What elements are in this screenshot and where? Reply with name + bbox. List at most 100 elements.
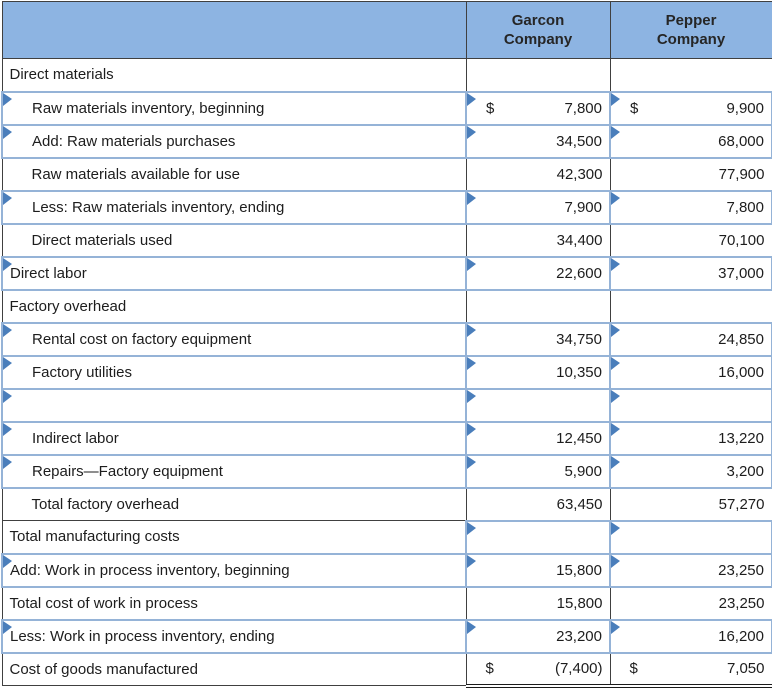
dropdown-marker-icon [468,258,476,271]
garcon-value-cell[interactable]: 34,500 [465,123,611,159]
pepper-value-cell [609,289,772,323]
cell-value: 9,900 [726,99,764,117]
pepper-value-cell[interactable]: 13,220 [609,420,772,456]
currency-symbol: $ [485,660,494,677]
garcon-value-cell[interactable] [465,387,611,423]
row-label: Total cost of work in process [9,594,198,612]
pepper-value-cell[interactable]: 37,000 [609,255,772,291]
dropdown-marker-icon [4,456,12,469]
garcon-column-header: Garcon Company [465,1,611,59]
pepper-value-cell: 57,270 [609,487,772,521]
row-label: Total manufacturing costs [9,528,180,546]
row-label: Factory overhead [9,297,127,315]
cell-value: 77,900 [718,165,765,183]
pepper-value-cell[interactable]: 16,000 [609,354,772,390]
dropdown-marker-icon [4,621,12,634]
table-row: Indirect labor 12,450 13,220 [1,420,772,456]
pepper-value-cell[interactable]: 23,250 [609,552,772,588]
table-row: Total cost of work in process 15,800 23,… [1,586,772,620]
pepper-value-cell[interactable]: 24,850 [609,321,772,357]
pepper-column-header-label: Pepper Company [656,11,726,49]
dropdown-marker-icon [468,621,476,634]
garcon-value-cell[interactable]: 10,350 [465,354,611,390]
row-label-cell[interactable]: Add: Work in process inventory, beginnin… [1,552,467,588]
dropdown-marker-icon [468,456,476,469]
dropdown-marker-icon [612,423,620,436]
cell-value: 57,270 [718,495,765,513]
pepper-value-cell[interactable]: 16,200 [609,618,772,654]
table-row: Direct labor 22,600 37,000 [1,255,772,291]
row-label-cell[interactable]: Less: Raw materials inventory, ending [1,189,467,225]
dropdown-marker-icon [4,258,12,271]
dropdown-marker-icon [612,258,620,271]
pepper-value-cell: 77,900 [609,157,772,191]
pepper-value-cell[interactable]: 3,200 [609,453,772,489]
cell-value: 16,200 [718,627,764,645]
garcon-value-cell: 15,800 [465,586,611,620]
table-row: Total factory overhead 63,450 57,270 [1,487,772,521]
dropdown-marker-icon [468,423,476,436]
pepper-value-cell[interactable]: 7,800 [609,189,772,225]
cell-value: 34,500 [556,132,602,150]
pepper-value-cell[interactable] [609,519,772,555]
pepper-value-cell[interactable]: $9,900 [609,90,772,126]
garcon-value-cell[interactable]: 12,450 [465,420,611,456]
garcon-value-cell [465,58,611,92]
row-label-cell[interactable]: Indirect labor [1,420,467,456]
row-label-cell[interactable] [1,387,467,423]
garcon-value-cell[interactable]: 5,900 [465,453,611,489]
cell-value: 7,800 [564,99,602,117]
row-label-cell: Total cost of work in process [1,586,467,620]
row-label-cell: Cost of goods manufactured [1,652,467,686]
garcon-value-cell: $ (7,400) [465,652,611,688]
row-label-cell[interactable]: Direct labor [1,255,467,291]
currency-symbol: $ [630,99,639,117]
dropdown-marker-icon [468,324,476,337]
cell-value: (7,400) [554,660,603,677]
cell-value: 70,100 [718,231,765,249]
row-label-cell[interactable]: Less: Work in process inventory, ending [1,618,467,654]
garcon-value-cell[interactable]: 7,900 [465,189,611,225]
garcon-value-cell[interactable]: 15,800 [465,552,611,588]
row-label: Raw materials available for use [31,165,240,183]
row-label-cell: Direct materials [1,58,467,92]
row-label: Factory utilities [32,363,133,381]
row-label: Rental cost on factory equipment [32,330,252,348]
row-label-cell: Factory overhead [1,289,467,323]
garcon-value-cell[interactable]: 23,200 [465,618,611,654]
row-label-cell[interactable]: Rental cost on factory equipment [1,321,467,357]
cell-value: 16,000 [718,363,764,381]
pepper-value-cell[interactable] [609,387,772,423]
pepper-value-cell: $7,050 [609,652,772,688]
row-label: Add: Raw materials purchases [32,132,236,150]
dropdown-marker-icon [4,423,12,436]
garcon-value-cell[interactable]: $7,800 [465,90,611,126]
garcon-value-cell[interactable]: 22,600 [465,255,611,291]
cell-value: 34,400 [556,231,603,249]
cell-value: 12,450 [556,429,602,447]
corner-header-cell [1,1,467,59]
dropdown-marker-icon [612,621,620,634]
garcon-value-cell[interactable] [465,519,611,555]
garcon-column-header-label: Garcon Company [503,11,573,49]
currency-symbol: $ [486,99,495,117]
garcon-value-cell[interactable]: 34,750 [465,321,611,357]
cell-value: 15,800 [556,594,603,612]
pepper-value-cell[interactable]: 68,000 [609,123,772,159]
cell-value: 3,200 [726,462,764,480]
garcon-value-cell [465,289,611,323]
row-label-cell[interactable]: Add: Raw materials purchases [1,123,467,159]
table-row: Direct materials [1,58,772,92]
row-label-cell[interactable]: Factory utilities [1,354,467,390]
dropdown-marker-icon [4,390,12,403]
table-row: Factory overhead [1,289,772,323]
dropdown-marker-icon [612,126,620,139]
row-label: Repairs—Factory equipment [32,462,223,480]
row-label-cell[interactable]: Repairs—Factory equipment [1,453,467,489]
table-row: Add: Work in process inventory, beginnin… [1,552,772,588]
pepper-value-cell: 70,100 [609,223,772,257]
row-label: Raw materials inventory, beginning [32,99,265,117]
row-label-cell[interactable]: Raw materials inventory, beginning [1,90,467,126]
row-label-cell: Raw materials available for use [1,157,467,191]
